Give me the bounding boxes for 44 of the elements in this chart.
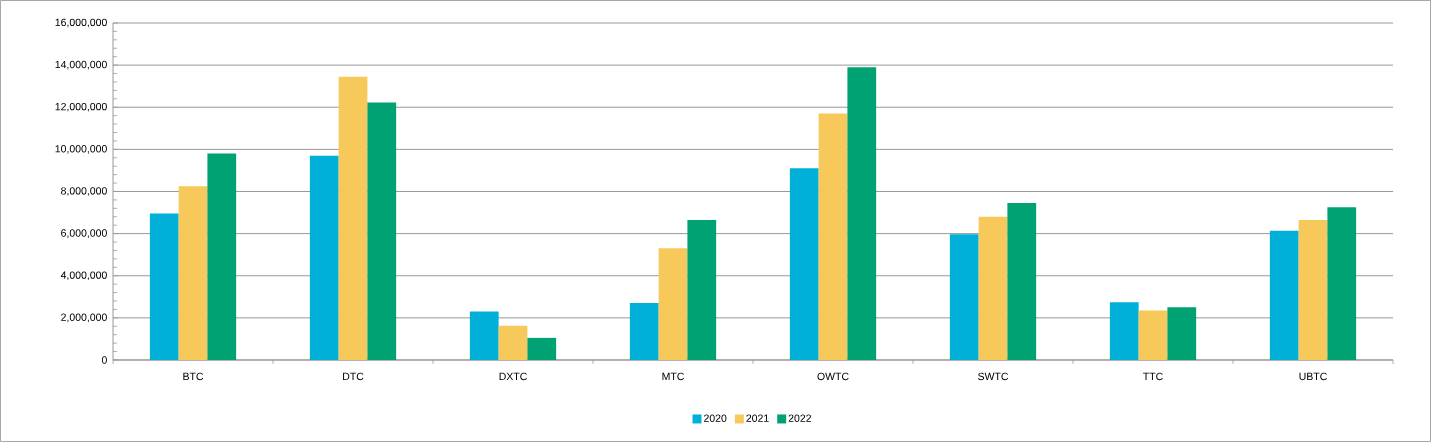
bar (1269, 230, 1299, 360)
bar (469, 311, 499, 360)
bar (1109, 302, 1139, 360)
bar (1327, 207, 1357, 360)
y-tick-label: 8,000,000 (61, 187, 107, 196)
bar (527, 337, 557, 360)
bar (309, 155, 339, 360)
y-tick-label: 6,000,000 (61, 229, 107, 238)
bar (1138, 310, 1168, 360)
legend-label: 2021 (746, 414, 769, 422)
bar (847, 67, 877, 360)
bar (1167, 307, 1197, 360)
y-tick-label: 14,000,000 (55, 60, 107, 70)
x-tick-label: MTC (662, 372, 684, 381)
y-tick-label: 4,000,000 (60, 271, 107, 281)
bar (367, 102, 397, 360)
x-tick-label: TTC (1143, 372, 1163, 381)
bar (949, 234, 979, 360)
bar (338, 76, 368, 360)
bar (687, 219, 717, 360)
y-tick-label: 10,000,000 (55, 145, 107, 154)
x-tick-label: UBTC (1299, 372, 1327, 381)
x-tick-label: DXTC (499, 372, 527, 381)
y-tick-label: 16,000,000 (55, 18, 107, 28)
bar (498, 325, 528, 360)
bar (629, 303, 659, 360)
y-tick-label: 2,000,000 (61, 313, 107, 323)
bar (978, 216, 1008, 360)
y-tick-label: 0 (101, 356, 107, 364)
y-tick-label: 12,000,000 (55, 102, 107, 112)
bar (149, 213, 179, 360)
x-tick-label: OWTC (817, 372, 849, 381)
legend-label: 2020 (704, 414, 727, 422)
bar (207, 153, 237, 360)
bar (658, 248, 688, 360)
bar (1298, 219, 1328, 360)
x-tick-label: SWTC (978, 372, 1009, 381)
bar (178, 186, 208, 360)
x-tick-label: DTC (343, 372, 364, 381)
x-tick-label: BTC (183, 372, 204, 381)
bar (789, 168, 819, 360)
bar (1007, 203, 1037, 360)
bar (818, 113, 848, 360)
legend-label: 2022 (788, 414, 811, 422)
